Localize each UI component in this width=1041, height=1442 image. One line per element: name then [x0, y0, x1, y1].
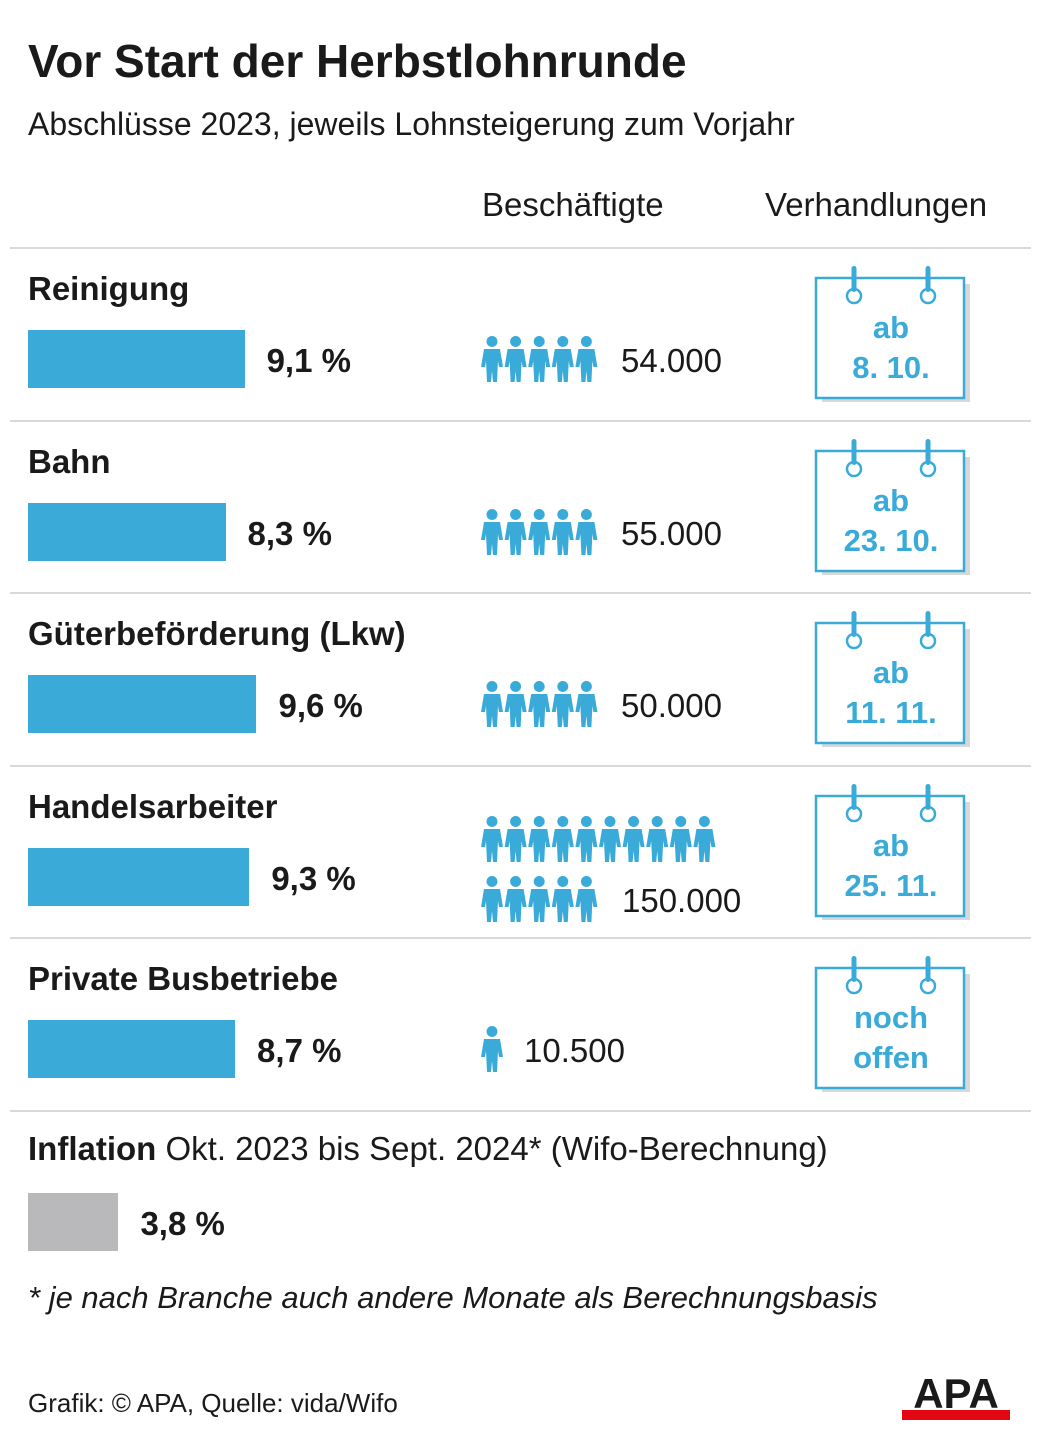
- negotiation-line-2: offen: [853, 1040, 929, 1075]
- row-separator: [10, 592, 1031, 594]
- employee-count: 150.000: [622, 881, 742, 919]
- employee-person-icons: [481, 336, 598, 382]
- person-icon: [528, 875, 551, 922]
- person-icon: [551, 815, 574, 862]
- negotiation-line-1: ab: [872, 827, 910, 863]
- person-icon: [481, 508, 503, 555]
- bar: [28, 502, 226, 561]
- employee-count: 50.000: [621, 687, 722, 724]
- calendar-icon: ab 25. 11.: [812, 783, 974, 922]
- person-icon: [504, 875, 527, 922]
- person-icon: [504, 815, 527, 862]
- column-header-negotiations: Verhandlungen: [765, 186, 988, 223]
- calendar-frame: [814, 438, 970, 575]
- svg-text:APA: APA: [913, 1370, 999, 1417]
- bar-value-label: 9,6 %: [278, 687, 363, 724]
- negotiation-line-1: ab: [872, 655, 910, 690]
- bar: [28, 675, 257, 733]
- chart-subtitle: Abschlüsse 2023, jeweils Lohnsteigerung …: [28, 106, 795, 142]
- negotiation-line-1: ab: [872, 482, 910, 518]
- bar-value-label: 9,1 %: [266, 342, 351, 379]
- person-icon: [528, 336, 551, 382]
- employee-count: 10.500: [524, 1032, 625, 1069]
- person-icon: [504, 336, 527, 382]
- footnote: * je nach Branche auch andere Monate als…: [28, 1280, 878, 1315]
- calendar-icon: ab 8. 10.: [812, 266, 974, 404]
- person-icon: [528, 508, 551, 555]
- person-icon: [528, 681, 551, 727]
- bar-value-label: 9,3 %: [271, 859, 356, 897]
- bar: [28, 330, 245, 388]
- inflation-bar: [28, 1193, 119, 1251]
- category-label: Güterbeförderung (Lkw): [28, 615, 406, 652]
- bar: [28, 1020, 236, 1078]
- row-separator: [10, 247, 1031, 249]
- negotiation-line-2: 23. 10.: [843, 522, 939, 558]
- person-icon: [481, 1026, 503, 1072]
- negotiation-line-2: 8. 10.: [852, 350, 930, 385]
- row-separator: [10, 937, 1031, 939]
- source-credit: Grafik: © APA, Quelle: vida/Wifo: [28, 1388, 398, 1418]
- employee-count: 55.000: [621, 514, 722, 552]
- row-separator: [10, 419, 1031, 422]
- person-icon: [528, 815, 551, 862]
- category-label: Reinigung: [28, 270, 190, 307]
- chart-title: Vor Start der Herbstlohnrunde: [28, 35, 687, 87]
- employee-person-icons: [481, 681, 598, 727]
- negotiation-line-1: ab: [872, 310, 910, 345]
- person-icon: [481, 336, 503, 382]
- person-icon: [504, 508, 527, 555]
- bar: [28, 847, 250, 906]
- category-label: Handelsarbeiter: [28, 787, 278, 825]
- inflation-label-rest: Okt. 2023 bis Sept. 2024* (Wifo-Berechnu…: [165, 1130, 828, 1167]
- person-icon: [575, 508, 598, 555]
- inflation-label: Inflation Okt. 2023 bis Sept. 2024* (Wif…: [28, 1130, 828, 1168]
- row-separator: [10, 764, 1031, 767]
- person-icon: [575, 815, 598, 862]
- person-icon: [599, 815, 621, 862]
- calendar-icon: ab 11. 11.: [812, 611, 974, 749]
- inflation-label-bold: Inflation: [28, 1130, 157, 1167]
- person-icon: [669, 815, 692, 862]
- calendar-frame: [814, 956, 970, 1092]
- calendar-frame: [814, 783, 970, 920]
- column-header-employees: Beschäftigte: [482, 186, 664, 223]
- person-icon: [575, 336, 598, 382]
- person-icon: [551, 336, 574, 382]
- calendar-icon: ab 23. 10.: [812, 438, 974, 577]
- negotiation-line-2: 25. 11.: [844, 867, 938, 903]
- person-icon: [575, 681, 598, 727]
- person-icon: [551, 508, 574, 555]
- person-icon: [481, 681, 503, 727]
- person-icon: [575, 875, 598, 922]
- person-icon: [481, 875, 503, 922]
- person-icon: [622, 815, 645, 862]
- person-icon: [693, 815, 716, 862]
- apa-logo: APA: [902, 1370, 1010, 1420]
- person-icon: [481, 815, 503, 862]
- calendar-icon: noch offen: [812, 956, 974, 1094]
- category-label: Bahn: [28, 442, 111, 480]
- person-icon: [646, 815, 669, 862]
- calendar-frame: [814, 611, 970, 747]
- negotiation-line-1: noch: [853, 1000, 929, 1035]
- employee-person-icons: [481, 815, 716, 922]
- person-icon: [504, 681, 527, 727]
- person-icon: [551, 681, 574, 727]
- inflation-value-label: 3,8 %: [140, 1205, 225, 1242]
- bar-value-label: 8,7 %: [257, 1032, 342, 1069]
- calendar-frame: [814, 266, 970, 402]
- person-icon: [551, 875, 574, 922]
- negotiation-line-2: 11. 11.: [845, 695, 937, 730]
- employee-person-icons: [481, 508, 598, 555]
- employee-count: 54.000: [621, 342, 722, 379]
- category-label: Private Busbetriebe: [28, 960, 338, 997]
- row-separator: [10, 1109, 1031, 1112]
- employee-person-icons: [481, 1026, 503, 1072]
- bar-value-label: 8,3 %: [247, 514, 332, 552]
